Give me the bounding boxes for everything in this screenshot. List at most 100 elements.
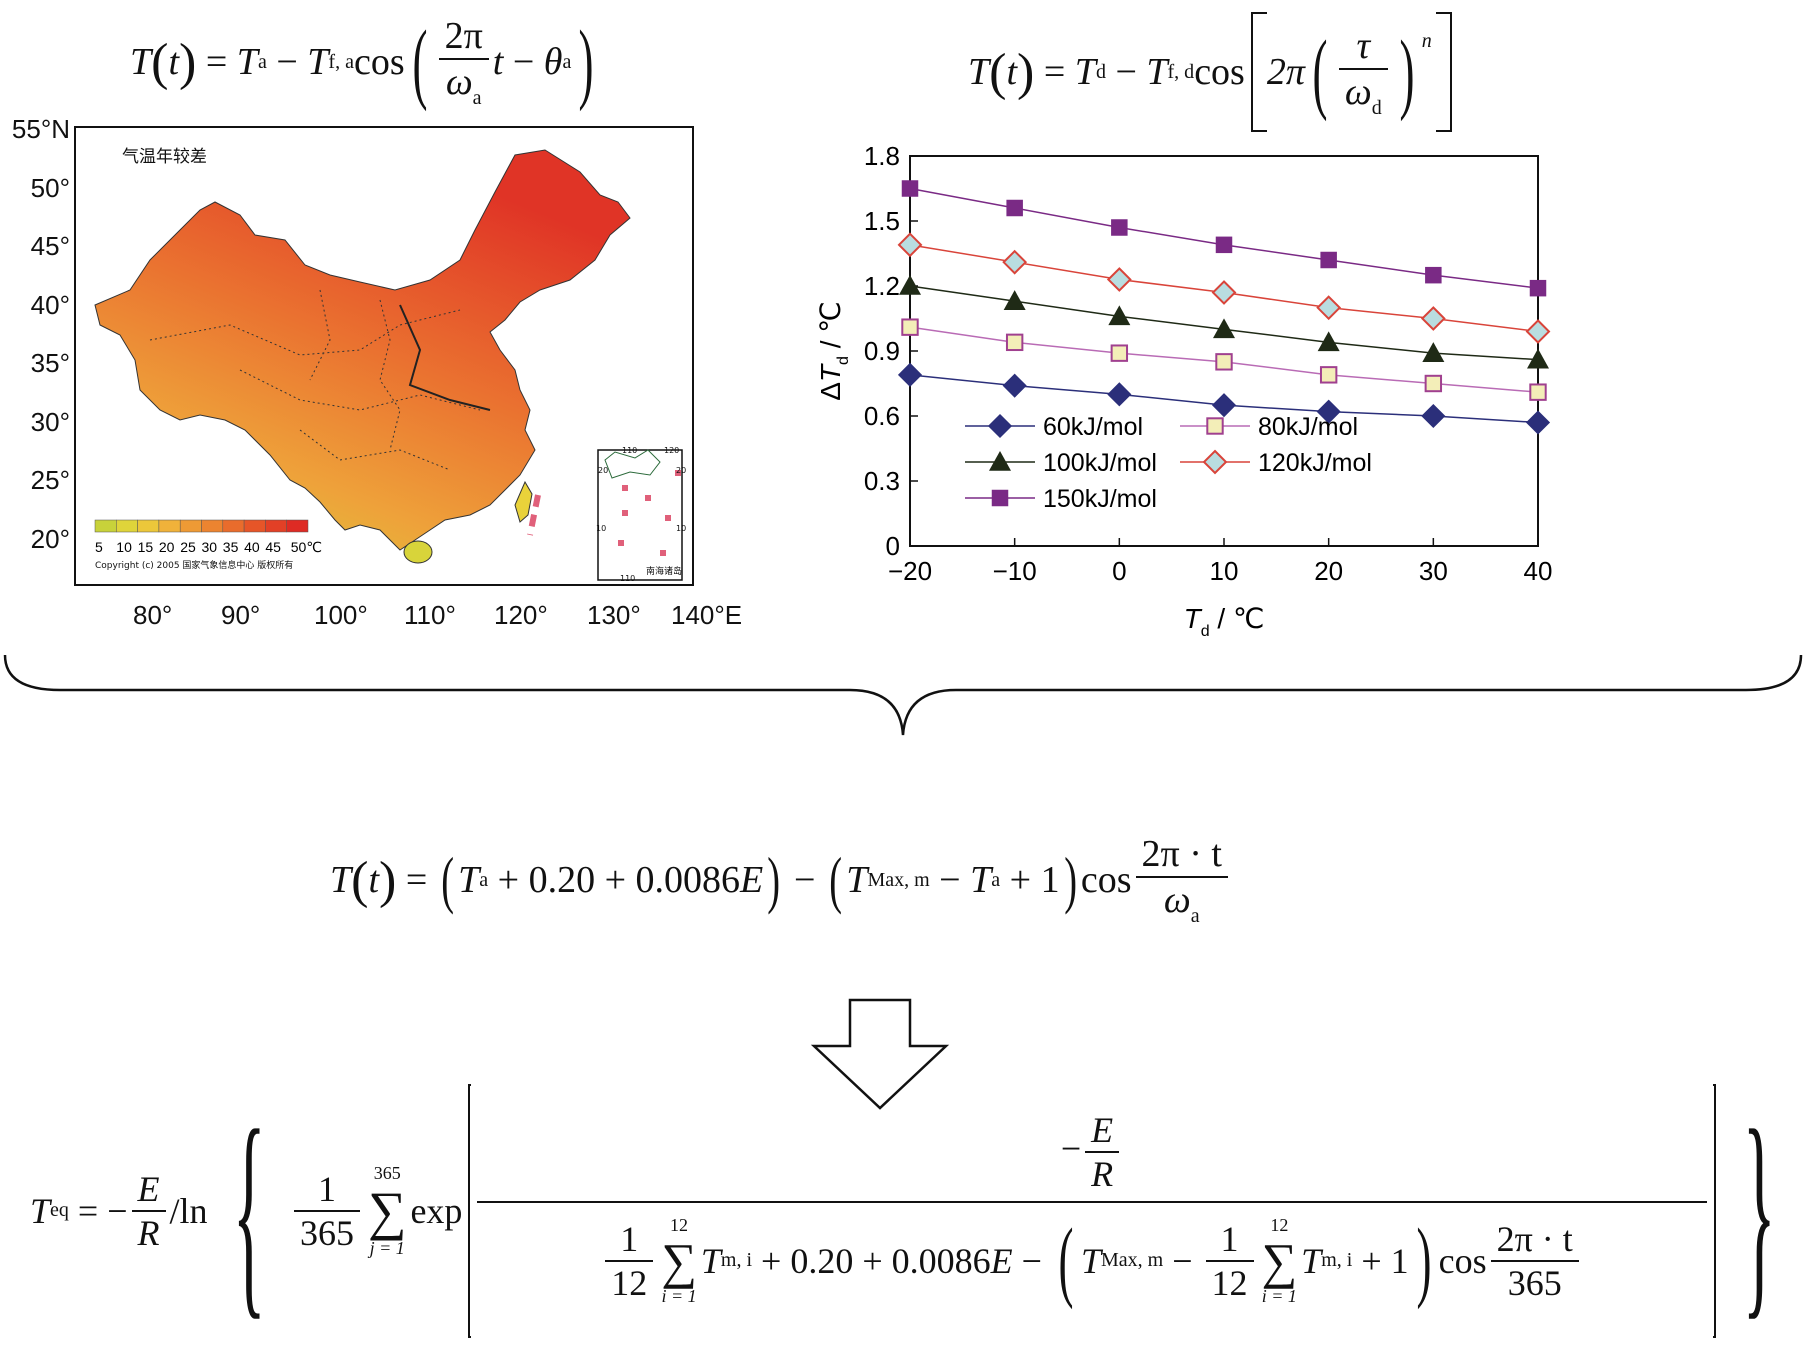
data-point <box>1006 199 1023 217</box>
data-point <box>1215 353 1233 371</box>
colorbar-segment <box>137 519 160 533</box>
data-point <box>1211 280 1237 305</box>
map-lon-label: 120° <box>494 600 548 630</box>
map-lon-label: 130° <box>587 600 641 630</box>
colorbar-tick-label: 25 <box>180 539 196 555</box>
data-point <box>1316 399 1341 424</box>
line-chart: 0 0.3 0.6 0.9 1.2 1.5 1.8 −20 −10 0 10 20 30 40 Td / ℃… <box>810 140 1790 720</box>
map-lat-label: 45° <box>30 231 70 261</box>
data-point <box>1421 403 1446 429</box>
data-point <box>1108 305 1131 326</box>
colorbar-segment <box>265 519 287 533</box>
data-point <box>987 413 1013 439</box>
map-lat-label: 20° <box>30 523 70 554</box>
colorbar-tick-label: 40 <box>244 539 260 555</box>
data-point <box>1002 249 1028 275</box>
map-lon-label: 100° <box>314 600 368 630</box>
map-lat-label: 30° <box>30 406 70 437</box>
inset-label-left-20: 20 <box>598 466 609 475</box>
data-point <box>991 489 1009 507</box>
inset-label-top-right: 120 <box>664 446 680 455</box>
x-axis-label: Td / ℃ <box>1184 603 1265 640</box>
colorbar-tick-label: 15 <box>138 539 154 555</box>
y-tick-label: 0.3 <box>864 466 900 496</box>
data-point <box>1317 331 1340 352</box>
x-tick-label: 40 <box>1524 556 1553 586</box>
inset-label-bottom: 110 <box>620 574 636 583</box>
data-point <box>1106 267 1132 292</box>
colorbar-tick-label: 35 <box>223 539 239 555</box>
data-point <box>1005 333 1024 352</box>
map-lat-label: 40° <box>30 289 70 320</box>
y-tick-label: 0.6 <box>864 401 900 431</box>
legend-label: 60kJ/mol <box>1043 413 1143 441</box>
colorbar: 5 10 15 20 25 30 35 40 45 50℃ <box>94 519 322 555</box>
data-point <box>1422 342 1445 362</box>
y-tick-label: 1.8 <box>864 141 900 171</box>
map-lat-label: 55°N <box>11 114 70 144</box>
data-point <box>1202 449 1228 475</box>
colorbar-segment <box>222 519 245 533</box>
map-lon-label: 110° <box>404 600 456 630</box>
data-point <box>901 180 919 197</box>
colorbar-segment <box>94 519 117 533</box>
data-point <box>1525 319 1551 344</box>
x-tick-label: 10 <box>1210 556 1239 586</box>
colorbar-tick-label: 30 <box>202 539 218 555</box>
colorbar-tick-label: 50℃ <box>291 539 322 555</box>
x-tick-label: 30 <box>1419 556 1448 586</box>
data-point <box>1529 383 1547 401</box>
colorbar-segment <box>179 519 202 533</box>
inset-sea-label: 南海诸岛 <box>646 567 683 577</box>
colorbar-segment <box>116 519 138 533</box>
data-point <box>1215 236 1233 254</box>
inset-label-top-left: 110 <box>622 446 638 455</box>
inset-label-left-10: 10 <box>596 524 607 533</box>
data-point <box>1213 318 1235 339</box>
colorbar-segment <box>243 519 266 533</box>
data-point <box>1527 348 1549 369</box>
colorbar-segment <box>158 519 181 533</box>
taiwan-island <box>514 480 533 523</box>
data-point <box>899 275 921 295</box>
data-point <box>1107 382 1132 407</box>
map-lat-label: 50° <box>30 172 70 203</box>
colorbar-tick-label: 10 <box>116 539 132 555</box>
colorbar-segment <box>286 519 309 533</box>
map-lat-label: 25° <box>30 465 70 495</box>
legend-label: 120kJ/mol <box>1258 449 1372 477</box>
temperature-range-map: 5 10 15 20 25 30 35 40 45 50℃ 气温年较差 55°N 50° 45° 40°… <box>0 110 742 640</box>
hainan-island <box>403 540 433 564</box>
data-point <box>1002 373 1027 398</box>
colorbar-tick-label: 5 <box>95 539 103 555</box>
plot-area <box>909 155 1539 547</box>
data-point <box>1319 366 1338 384</box>
colorbar-tick-label: 45 <box>265 539 281 555</box>
data-point <box>897 362 923 387</box>
data-point <box>1420 306 1446 331</box>
curly-brace <box>3 654 1803 736</box>
data-point <box>1003 290 1026 310</box>
data-point <box>1211 393 1237 418</box>
china-landmass <box>94 149 631 551</box>
data-point <box>1424 374 1443 393</box>
x-tick-label: −10 <box>993 556 1037 586</box>
y-tick-label: 0 <box>886 531 900 561</box>
x-tick-label: 0 <box>1112 556 1126 586</box>
x-tick-label: −20 <box>888 556 932 586</box>
colorbar-segment <box>201 519 224 533</box>
data-point <box>1111 219 1128 236</box>
y-tick-label: 1.5 <box>864 206 900 236</box>
map-title: 气温年较差 <box>122 147 207 167</box>
data-point <box>1320 251 1337 269</box>
map-copyright: Copyright (c) 2005 国家气象信息中心 版权所有 <box>95 561 294 571</box>
data-point <box>897 232 923 258</box>
inset-label-right-10: 10 <box>676 524 687 533</box>
colorbar-tick-label: 20 <box>159 539 175 555</box>
y-tick-label: 0.9 <box>864 336 900 366</box>
legend-label: 100kJ/mol <box>1043 449 1157 477</box>
